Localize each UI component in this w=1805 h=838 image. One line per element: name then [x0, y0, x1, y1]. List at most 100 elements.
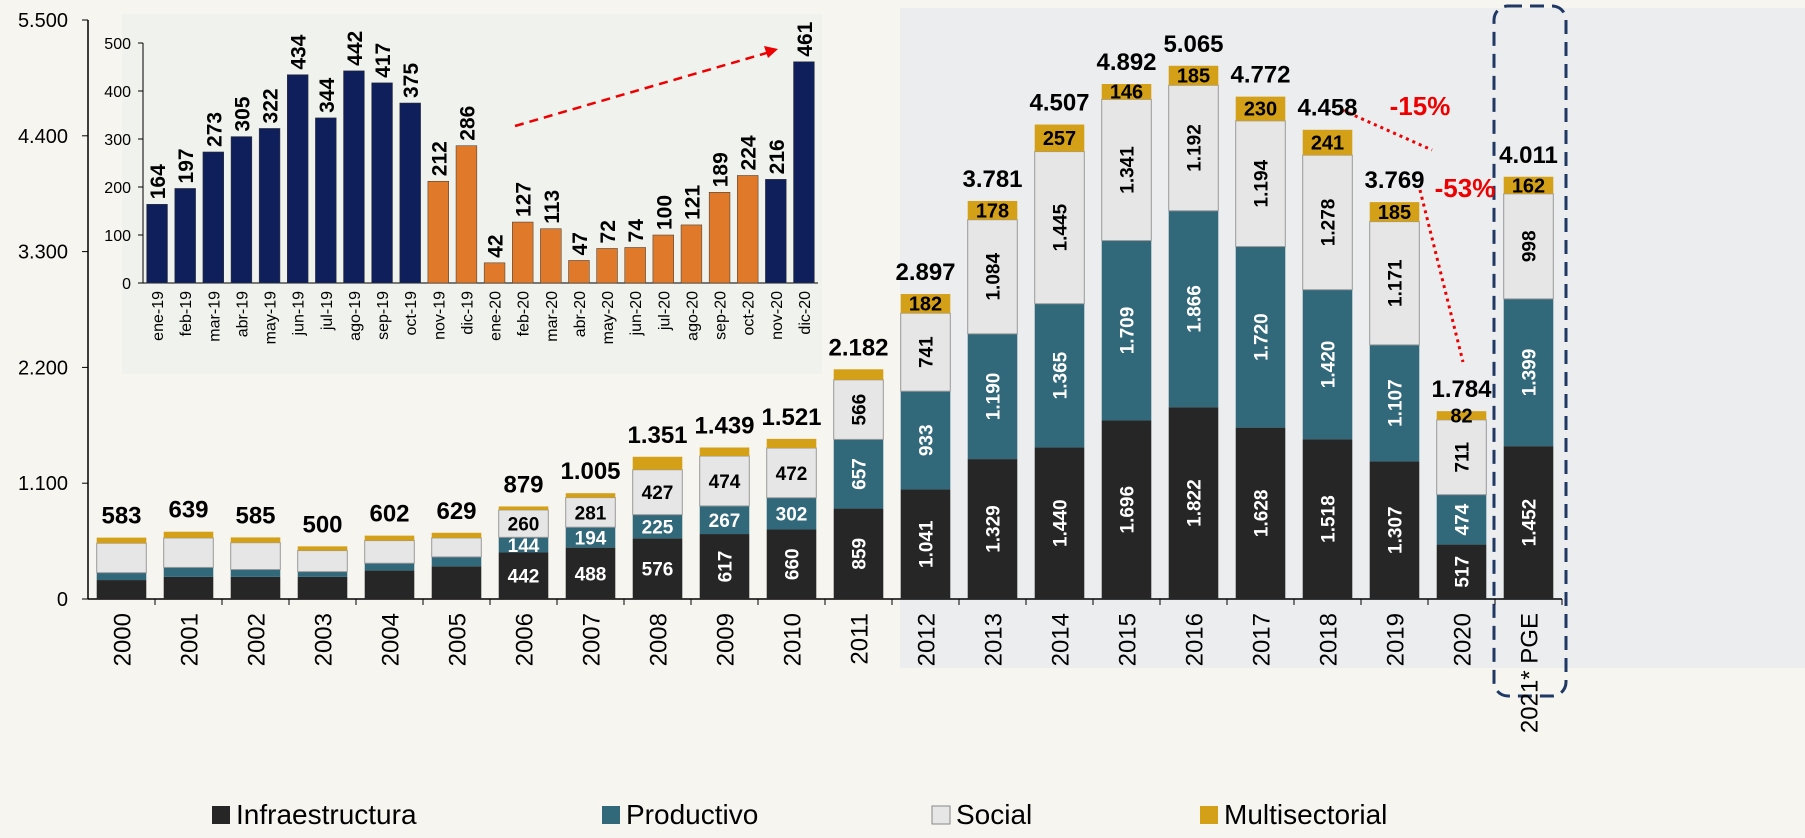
- data-label: 286: [456, 106, 479, 141]
- x-tick-label: 2020: [1450, 613, 1477, 666]
- bar-segment: [96, 580, 147, 599]
- bar-segment: [163, 576, 214, 599]
- legend-label: Infraestructura: [236, 799, 417, 830]
- data-label: 1.696: [1118, 486, 1139, 534]
- bar-segment: [1101, 240, 1152, 421]
- total-label: 639: [168, 497, 208, 524]
- bar: [708, 192, 731, 284]
- data-label: 189: [710, 152, 733, 187]
- x-tick-label: jul-20: [656, 291, 673, 331]
- total-label: 5.065: [1163, 31, 1223, 58]
- bar: [512, 221, 534, 284]
- data-label: 1.107: [1386, 379, 1407, 427]
- data-label: 660: [783, 548, 804, 580]
- x-tick-label: sep-20: [713, 291, 730, 340]
- bar-segment: [498, 509, 549, 538]
- data-label: 474: [709, 472, 741, 493]
- x-tick-label: 2017: [1249, 613, 1276, 666]
- x-tick-label: 2007: [579, 613, 606, 666]
- bar: [258, 128, 281, 284]
- bar-segment: [431, 532, 482, 538]
- x-tick-label: dic-20: [797, 291, 814, 335]
- bar-segment: [900, 391, 951, 490]
- x-tick-label: 2001: [177, 613, 204, 666]
- x-tick-label: 2018: [1316, 613, 1343, 666]
- data-label: 1.420: [1319, 341, 1340, 389]
- y-tick-label: 500: [104, 36, 131, 53]
- bar-segment: [766, 497, 817, 530]
- total-label: 879: [503, 471, 543, 498]
- main-chart: 01.1002.2003.3004.4005.50020005832001639…: [18, 10, 1563, 733]
- data-label: 1.365: [1051, 351, 1072, 399]
- x-tick-label: abr-20: [572, 291, 589, 337]
- bar: [371, 82, 393, 284]
- bar-segment: [900, 294, 951, 314]
- data-label: 576: [642, 560, 674, 581]
- x-tick-label: 2010: [780, 613, 807, 666]
- y-tick-label: 400: [104, 84, 131, 101]
- bar: [596, 248, 618, 284]
- bar: [174, 188, 196, 284]
- bar-segment: [1436, 544, 1487, 599]
- total-label: 2.897: [895, 259, 955, 286]
- bar-segment: [297, 550, 348, 573]
- y-tick-label: 1.100: [18, 473, 68, 495]
- bar-segment: [632, 456, 683, 470]
- total-label: 629: [436, 498, 476, 525]
- data-label: 1.445: [1051, 203, 1072, 251]
- x-tick-label: 2012: [914, 613, 941, 666]
- x-tick-label: mar-19: [206, 291, 223, 342]
- total-label: 4.892: [1096, 49, 1156, 76]
- data-label: 488: [575, 564, 607, 585]
- data-label: 1.720: [1252, 313, 1273, 361]
- bar-segment: [163, 531, 214, 538]
- bar-segment: [1034, 447, 1085, 599]
- legend-swatch: [602, 806, 620, 824]
- x-tick-label: ago-20: [684, 291, 701, 341]
- x-tick-label: mar-20: [544, 291, 561, 342]
- bar: [287, 74, 309, 284]
- annotation: -53%: [1435, 173, 1496, 203]
- bar-segment: [1034, 151, 1085, 305]
- bar-segment: [967, 459, 1018, 599]
- highlight-box: [1492, 4, 1568, 698]
- bar-segment: [833, 369, 884, 380]
- bar-segment: [1168, 84, 1219, 212]
- x-tick-label: feb-20: [516, 291, 533, 336]
- x-tick-label: jun-20: [628, 291, 645, 337]
- bar-segment: [1101, 98, 1152, 242]
- bar-segment: [632, 514, 683, 539]
- bar: [793, 61, 815, 284]
- total-label: 4.772: [1230, 62, 1290, 89]
- bar-segment: [1369, 221, 1420, 346]
- data-label: 185: [1378, 202, 1411, 224]
- total-label: 3.781: [962, 166, 1022, 193]
- bar-segment: [1436, 411, 1487, 420]
- legend-label: Multisectorial: [1224, 799, 1387, 830]
- legend-swatch: [1200, 806, 1218, 824]
- x-tick-label: oct-19: [403, 291, 420, 336]
- bar-segment: [1302, 289, 1353, 440]
- bar-segment: [1503, 446, 1554, 599]
- x-tick-label: ene-20: [488, 291, 505, 341]
- x-tick-label: 2002: [244, 613, 271, 666]
- data-label: 1.709: [1118, 307, 1139, 355]
- x-tick-label: 2000: [110, 613, 137, 666]
- bar-segment: [431, 537, 482, 558]
- total-label: 500: [302, 511, 342, 538]
- bar-segment: [297, 576, 348, 599]
- data-label: 1.341: [1118, 146, 1139, 194]
- data-label: 224: [738, 135, 761, 170]
- total-label: 4.011: [1499, 142, 1558, 169]
- bar-segment: [1168, 407, 1219, 599]
- total-label: 4.458: [1297, 95, 1357, 122]
- bar: [455, 145, 478, 284]
- x-tick-label: sep-19: [375, 291, 392, 340]
- bar-segment: [431, 566, 482, 599]
- bar-segment: [364, 563, 415, 571]
- bar-segment: [565, 547, 616, 599]
- data-label: 933: [917, 424, 938, 456]
- data-label: 322: [260, 88, 283, 123]
- data-label: 472: [776, 464, 808, 485]
- total-label: 2.182: [828, 334, 888, 361]
